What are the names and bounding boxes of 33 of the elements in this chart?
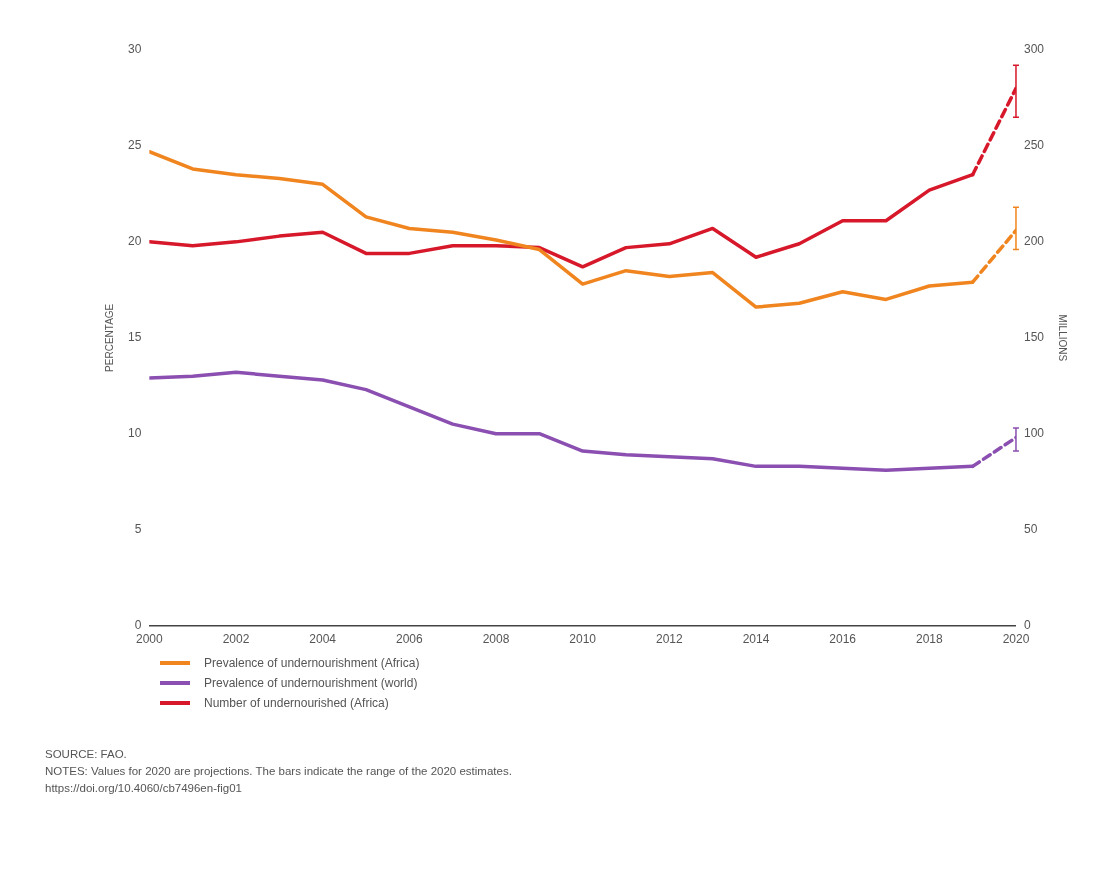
y-axis-title: PERCENTAGE: [103, 303, 115, 372]
x-tick-label: 2002: [222, 632, 250, 647]
x-tick-label: 2016: [829, 632, 857, 647]
y2-tick-label: 300: [1023, 42, 1045, 57]
x-tick-label: 2012: [655, 632, 683, 647]
y-tick-label: 0: [134, 617, 142, 632]
text: https://doi.org/10.4060/cb7496en-fig01: [45, 781, 243, 796]
y-tick-label: 25: [127, 138, 142, 153]
y-tick-label: 15: [127, 330, 142, 345]
legend-label: Prevalence of undernourishment (world): [204, 676, 418, 690]
text: NOTES: Values for 2020 are projections. The bars indicate the range of the 2020 estimates.: [45, 764, 513, 779]
source-note: SOURCE: FAO.: [45, 747, 128, 762]
y2-tick-label: 250: [1023, 138, 1045, 153]
y2-axis-title: MILLIONS: [1057, 314, 1069, 362]
y2-tick-label: 150: [1023, 330, 1045, 345]
x-tick-label: 2020: [1002, 632, 1030, 647]
x-tick-label: 2010: [569, 632, 597, 647]
y2-tick-label: 50: [1023, 521, 1038, 536]
legend-label: Prevalence of undernourishment (Africa): [204, 656, 420, 670]
x-tick-label: 2018: [915, 632, 943, 647]
y-tick-label: 5: [134, 521, 142, 536]
x-tick-label: 2004: [309, 632, 337, 647]
y2-tick-label: 200: [1023, 234, 1045, 249]
y-tick-label: 30: [127, 42, 142, 57]
x-tick-label: 2006: [395, 632, 424, 647]
x-tick-label: 2008: [482, 632, 510, 647]
x-tick-label: 2000: [136, 632, 164, 647]
x-tick-label: 2014: [742, 632, 770, 647]
legend-label: Number of undernourished (Africa): [204, 696, 389, 710]
y2-tick-label: 0: [1023, 617, 1031, 632]
y-tick-label: 20: [127, 234, 142, 249]
y-tick-label: 10: [127, 426, 142, 441]
y2-tick-label: 100: [1023, 426, 1045, 441]
